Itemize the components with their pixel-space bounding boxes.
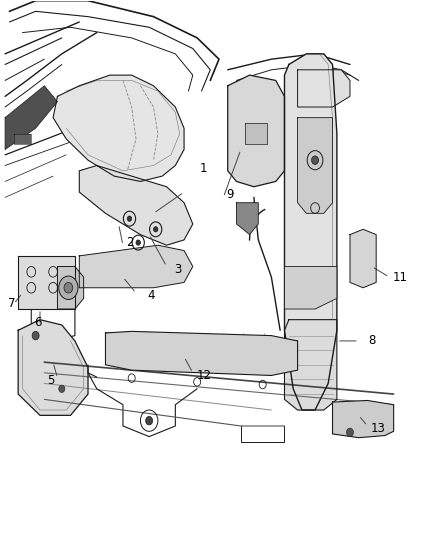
Text: 12: 12 (196, 369, 211, 382)
Polygon shape (18, 256, 75, 309)
Polygon shape (57, 266, 84, 309)
Circle shape (127, 216, 132, 221)
Circle shape (59, 385, 65, 392)
Circle shape (32, 332, 39, 340)
Polygon shape (297, 70, 350, 107)
Polygon shape (332, 400, 394, 438)
Text: 8: 8 (368, 334, 375, 348)
Circle shape (146, 416, 152, 425)
Circle shape (346, 428, 353, 437)
Text: 4: 4 (148, 289, 155, 302)
Polygon shape (285, 320, 337, 410)
Polygon shape (245, 123, 267, 144)
Text: 7: 7 (8, 297, 15, 310)
Polygon shape (285, 266, 337, 309)
Polygon shape (18, 320, 88, 415)
Circle shape (59, 276, 78, 300)
Circle shape (136, 240, 141, 245)
Polygon shape (350, 229, 376, 288)
Polygon shape (14, 134, 31, 144)
Text: 5: 5 (47, 374, 55, 387)
Circle shape (64, 282, 73, 293)
Polygon shape (237, 203, 258, 235)
Circle shape (311, 156, 318, 165)
Text: 9: 9 (226, 188, 233, 201)
Text: 11: 11 (393, 271, 408, 284)
Text: 1: 1 (200, 161, 208, 175)
Text: 6: 6 (34, 316, 42, 329)
Polygon shape (79, 165, 193, 245)
Polygon shape (79, 245, 193, 288)
Polygon shape (106, 332, 297, 375)
Text: 3: 3 (174, 263, 181, 276)
Circle shape (153, 227, 158, 232)
Polygon shape (297, 118, 332, 213)
Polygon shape (285, 54, 337, 410)
Polygon shape (228, 75, 285, 187)
Polygon shape (53, 75, 184, 181)
Polygon shape (5, 86, 57, 150)
Text: 2: 2 (126, 236, 133, 249)
Text: 13: 13 (371, 422, 386, 435)
